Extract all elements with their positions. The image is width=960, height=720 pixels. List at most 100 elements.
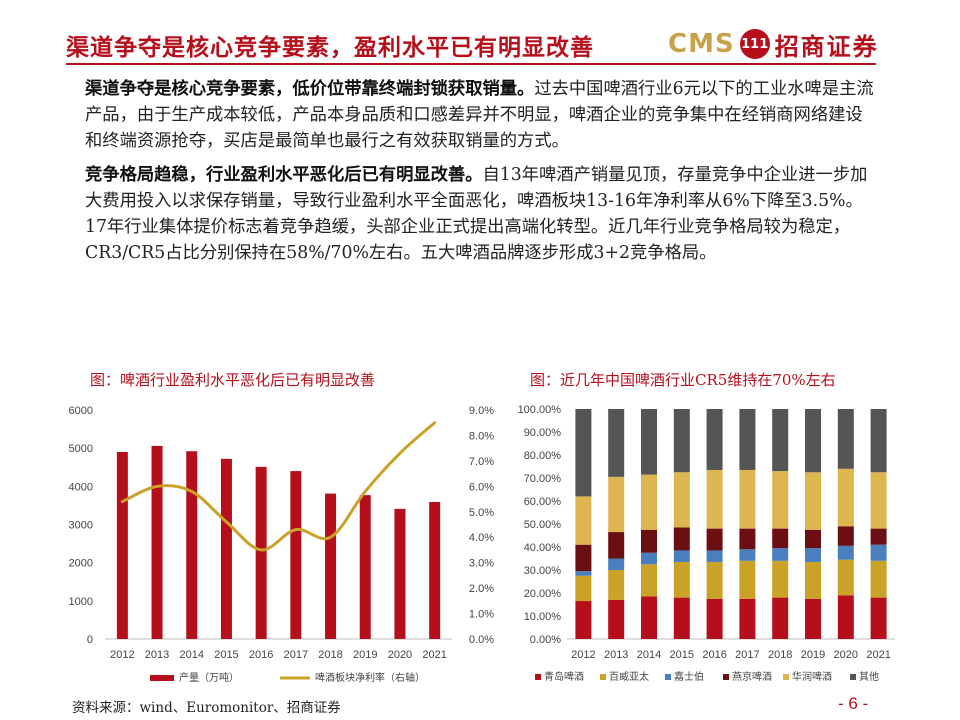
production-bar [290, 471, 302, 639]
legend-label-production: 产量（万吨） [179, 671, 239, 684]
paragraph-2: 竞争格局趋稳，行业盈利水平恶化后已有明显改善。自13年啤酒产销量见顶，存量竞争中… [85, 162, 875, 266]
share-segment [673, 409, 690, 473]
share-segment [575, 601, 592, 639]
share-segment [870, 560, 887, 598]
share-segment [805, 472, 821, 530]
y-tick-label: 60.00% [524, 496, 562, 508]
share-segment [837, 526, 854, 546]
right-y-tick-label: 6.0% [469, 481, 494, 493]
legend-label: 华润啤酒 [792, 670, 832, 683]
production-bar [151, 445, 163, 639]
share-segment [641, 529, 657, 553]
page-title: 渠道争夺是核心竞争要素，盈利水平已有明显改善 [66, 34, 594, 61]
x-tick-label: 2020 [388, 649, 412, 661]
x-tick-label: 2013 [604, 649, 628, 661]
y-tick-label: 100.00% [518, 404, 562, 416]
share-segment [673, 597, 690, 639]
right-y-tick-label: 8.0% [469, 430, 494, 442]
share-segment [739, 469, 756, 529]
production-bar [116, 451, 128, 639]
share-segment [575, 571, 592, 576]
legend-label: 百威亚太 [609, 670, 649, 683]
y-tick-label: 20.00% [524, 588, 562, 600]
share-segment [706, 409, 723, 470]
share-segment [575, 496, 592, 545]
share-segment [805, 409, 821, 473]
share-segment [837, 559, 854, 596]
production-bar [429, 501, 441, 639]
share-segment [641, 596, 657, 639]
share-segment [772, 471, 789, 529]
x-tick-label: 2019 [801, 649, 825, 661]
share-segment [805, 548, 821, 562]
paragraph-2-lead: 竞争格局趋稳，行业盈利水平恶化后已有明显改善。 [85, 165, 483, 185]
left-y-tick-label: 6000 [69, 405, 93, 417]
net-margin-line [120, 421, 437, 552]
logo-badge-icon: 111 [739, 29, 770, 59]
share-segment [739, 409, 756, 470]
page-number: - 6 - [838, 694, 869, 713]
legend-label: 青岛啤酒 [544, 670, 584, 683]
x-tick-label: 2020 [834, 649, 858, 661]
share-segment [870, 528, 887, 545]
legend-swatch [535, 674, 541, 680]
x-tick-label: 2018 [768, 649, 792, 661]
legend-swatch [723, 674, 729, 680]
share-segment [608, 599, 625, 639]
x-tick-label: 2017 [735, 649, 759, 661]
paragraph-1-text: 过去中国啤酒行业6元以下的工业水啤是主流产品，由于生产成本较低，产品本身品质和口… [85, 79, 874, 151]
x-tick-label: 2012 [110, 649, 134, 661]
y-tick-label: 50.00% [524, 519, 562, 531]
share-segment [772, 548, 789, 561]
production-bar [186, 451, 198, 639]
right-chart-title: 图：近几年中国啤酒行业CR5维持在70%左右 [530, 371, 836, 389]
share-segment [575, 409, 592, 497]
share-segment [805, 561, 821, 599]
x-tick-label: 2015 [670, 649, 694, 661]
y-tick-label: 70.00% [524, 473, 562, 485]
legend-swatch [783, 674, 789, 680]
paragraph-1-lead: 渠道争夺是核心竞争要素，低价位带靠终端封锁获取销量。 [85, 79, 535, 99]
right-y-tick-label: 9.0% [469, 405, 494, 417]
source-note: 资料来源：wind、Euromonitor、招商证券 [72, 700, 341, 716]
share-segment [805, 598, 821, 639]
right-y-tick-label: 0.0% [469, 634, 494, 646]
legend-swatch [665, 674, 671, 680]
x-tick-label: 2014 [180, 649, 204, 661]
right-y-tick-label: 3.0% [469, 558, 494, 570]
x-tick-label: 2013 [145, 649, 169, 661]
production-bar [220, 458, 232, 639]
share-segment [739, 598, 756, 639]
x-tick-label: 2016 [702, 649, 726, 661]
x-tick-label: 2021 [866, 649, 890, 661]
y-tick-label: 0.00% [530, 634, 561, 646]
share-segment [739, 528, 756, 550]
share-segment [641, 474, 657, 530]
x-tick-label: 2017 [284, 649, 308, 661]
x-tick-label: 2015 [214, 649, 238, 661]
legend-swatch [600, 674, 606, 680]
share-segment [772, 597, 789, 639]
share-segment [805, 529, 821, 549]
right-y-tick-label: 5.0% [469, 507, 494, 519]
share-segment [641, 552, 657, 565]
share-segment [608, 476, 625, 533]
production-profit-chart: 0 1000 2000 3000 4000 5000 6000 0.0% 1.0% 2.0% 3.0… [69, 405, 495, 684]
production-bar [394, 508, 406, 639]
right-y-tick-label: 2.0% [469, 583, 494, 595]
share-segment [772, 560, 789, 598]
share-segment [706, 469, 723, 529]
share-segment [608, 409, 625, 477]
share-segment [673, 527, 690, 551]
right-y-tick-label: 7.0% [469, 456, 494, 468]
share-segment [837, 595, 854, 639]
share-segment [641, 409, 657, 475]
left-y-tick-label: 0 [87, 634, 93, 646]
y-tick-label: 40.00% [524, 542, 562, 554]
x-tick-label: 2016 [249, 649, 273, 661]
left-y-tick-label: 5000 [69, 443, 93, 455]
legend-swatch-production [150, 675, 174, 681]
y-tick-label: 10.00% [524, 611, 562, 623]
share-segment [772, 409, 789, 472]
cr5-share-chart: 0.00% 10.00% 20.00% 30.00% 40.00% 50.00% 60.00… [518, 404, 895, 683]
